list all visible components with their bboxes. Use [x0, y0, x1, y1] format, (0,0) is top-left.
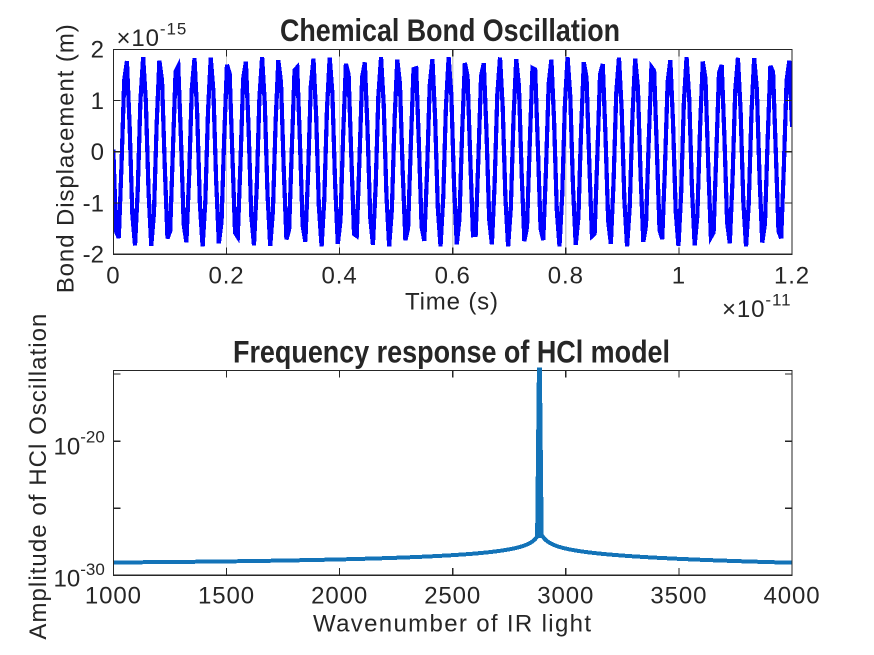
svg-text:1: 1: [672, 262, 686, 289]
svg-text:0.6: 0.6: [435, 262, 471, 289]
svg-text:0.8: 0.8: [548, 262, 584, 289]
svg-text:Amplitude of HCl Oscillation: Amplitude of HCl Oscillation: [25, 314, 52, 640]
svg-text:0.4: 0.4: [322, 262, 358, 289]
svg-text:-1: -1: [83, 190, 104, 217]
svg-text:10-20: 10-20: [54, 428, 105, 461]
svg-text:Time (s): Time (s): [405, 288, 498, 315]
svg-text:Frequency response of HCl mode: Frequency response of HCl model: [233, 333, 670, 369]
svg-text:1.2: 1.2: [774, 262, 810, 289]
svg-text:3000: 3000: [537, 583, 594, 610]
svg-text:10-30: 10-30: [54, 560, 105, 593]
svg-text:0.2: 0.2: [208, 262, 244, 289]
svg-text:×10-15: ×10-15: [117, 19, 188, 52]
svg-text:2000: 2000: [311, 583, 368, 610]
svg-text:Wavenumber of IR light: Wavenumber of IR light: [313, 610, 591, 637]
svg-text:Chemical Bond Oscillation: Chemical Bond Oscillation: [280, 12, 620, 48]
svg-text:2: 2: [91, 37, 104, 64]
svg-text:1500: 1500: [198, 583, 255, 610]
svg-text:4000: 4000: [764, 583, 821, 610]
svg-text:3500: 3500: [650, 583, 707, 610]
svg-text:-2: -2: [83, 242, 104, 269]
svg-text:0: 0: [91, 139, 104, 166]
svg-text:1: 1: [91, 88, 104, 115]
svg-text:×10-11: ×10-11: [722, 290, 791, 323]
svg-text:1000: 1000: [85, 583, 142, 610]
svg-text:Bond Displacement (m): Bond Displacement (m): [53, 24, 80, 293]
svg-text:2500: 2500: [424, 583, 481, 610]
svg-text:0: 0: [106, 262, 120, 289]
